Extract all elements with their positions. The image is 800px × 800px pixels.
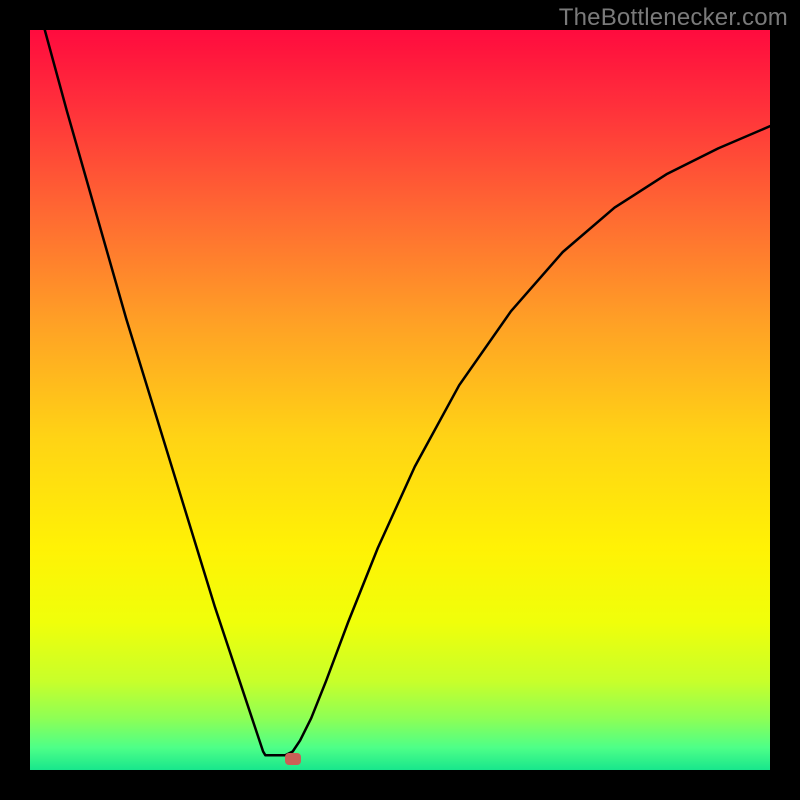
gradient-background <box>30 30 770 770</box>
optimal-point-marker <box>285 753 301 765</box>
chart-svg <box>30 30 770 770</box>
chart-frame: TheBottlenecker.com <box>0 0 800 800</box>
plot-area <box>30 30 770 770</box>
watermark-text: TheBottlenecker.com <box>559 4 788 32</box>
